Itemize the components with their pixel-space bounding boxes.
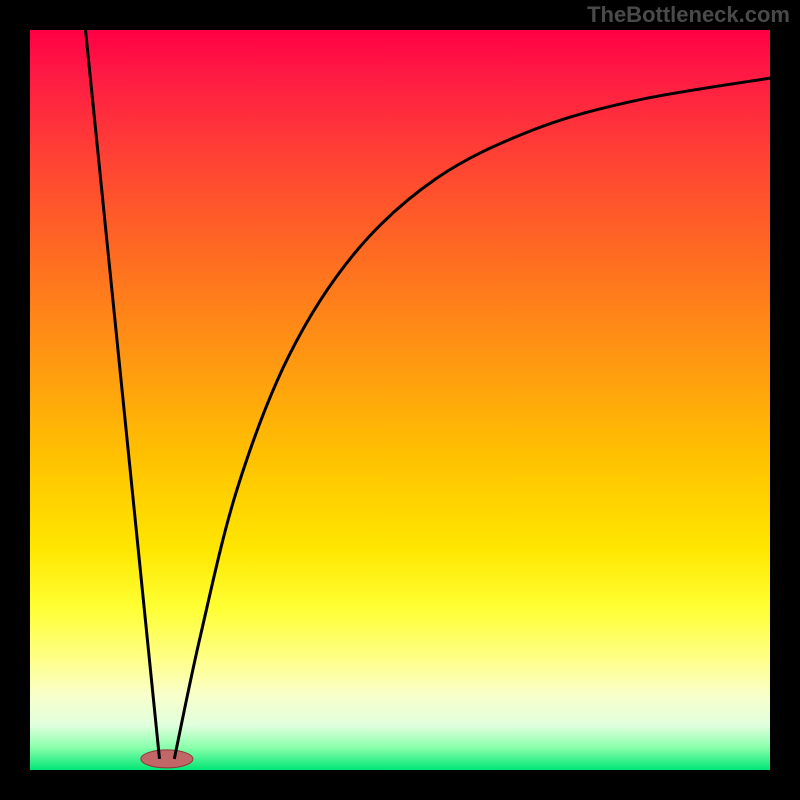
watermark-text: TheBottleneck.com [587, 2, 790, 28]
gradient-background [30, 30, 770, 770]
bottleneck-chart [0, 0, 800, 800]
chart-container: TheBottleneck.com [0, 0, 800, 800]
optimal-marker [141, 750, 193, 768]
